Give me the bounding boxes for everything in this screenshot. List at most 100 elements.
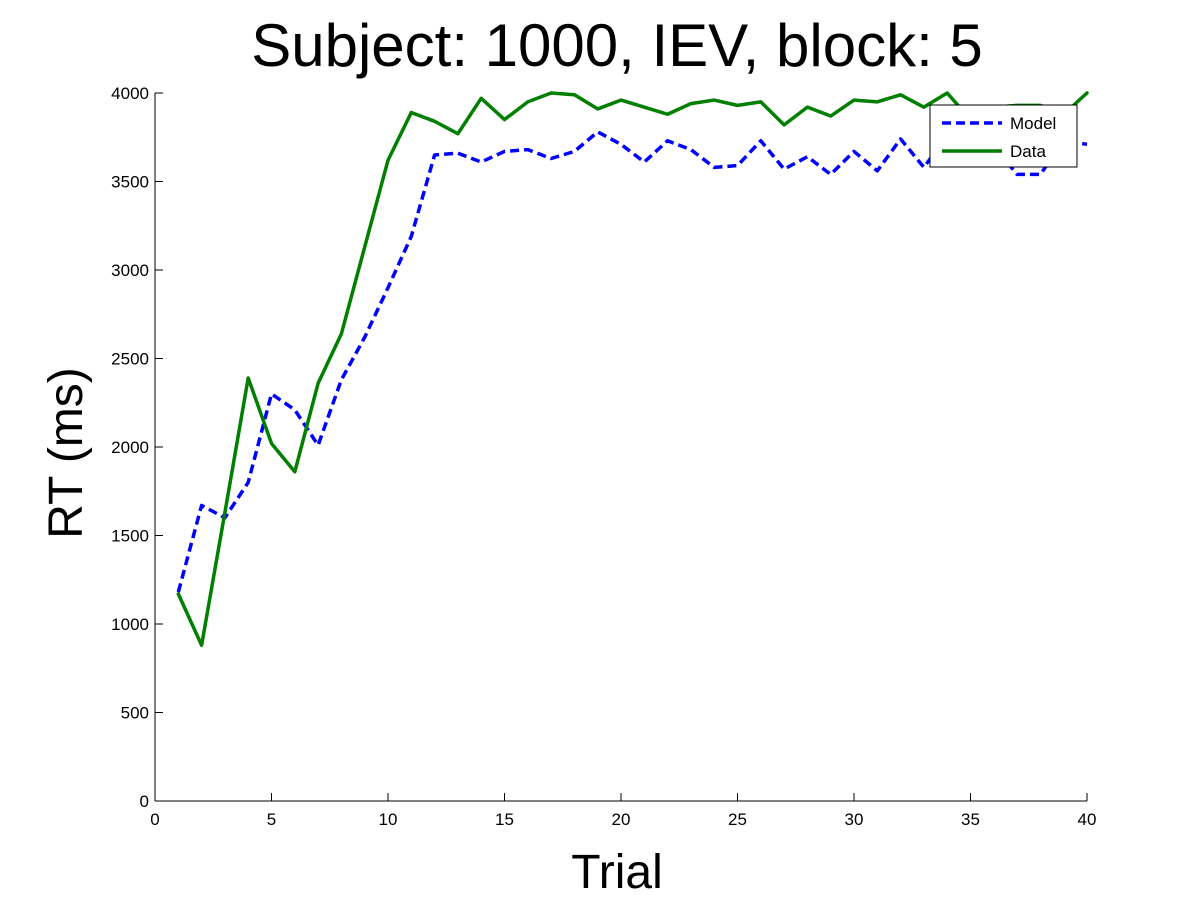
data-point-data (340, 332, 343, 335)
data-point-data (550, 92, 553, 95)
y-tick-label: 3500 (111, 173, 149, 192)
series-data (176, 91, 1089, 647)
legend: Model Data (929, 104, 1078, 168)
data-point-model (1016, 173, 1019, 176)
x-tick-label: 0 (150, 810, 159, 829)
data-point-model (1039, 173, 1042, 176)
data-point-model (713, 166, 716, 169)
data-point-model (806, 155, 809, 158)
data-point-model (340, 378, 343, 381)
x-tick-label: 25 (728, 810, 747, 829)
data-point-model (503, 150, 506, 153)
data-point-model (526, 148, 529, 151)
data-point-data (177, 592, 180, 595)
y-tick-label: 1000 (111, 615, 149, 634)
x-tick-label: 40 (1078, 810, 1097, 829)
data-point-data (806, 106, 809, 109)
data-point-data (620, 99, 623, 102)
data-point-data (759, 100, 762, 103)
data-point-model (620, 143, 623, 146)
x-axis-title: Trial (571, 846, 663, 899)
x-tick-label: 30 (845, 810, 864, 829)
data-point-data (736, 104, 739, 107)
data-point-model (1086, 143, 1089, 146)
series-line-data (176, 91, 1089, 647)
data-point-data (666, 113, 669, 116)
data-point-data (456, 132, 459, 135)
y-tick-label: 2500 (111, 350, 149, 369)
data-point-model (363, 336, 366, 339)
x-tick-label: 10 (379, 810, 398, 829)
data-point-data (946, 92, 949, 95)
data-point-data (829, 115, 832, 118)
x-tick-label: 35 (961, 810, 980, 829)
data-point-model (596, 130, 599, 133)
data-point-data (876, 100, 879, 103)
data-point-data (387, 159, 390, 162)
data-point-model (387, 286, 390, 289)
data-point-data (899, 93, 902, 96)
legend-box (929, 104, 1078, 168)
data-point-data (713, 99, 716, 102)
chart-title: Subject: 1000, IEV, block: 5 (251, 12, 983, 79)
data-point-data (293, 470, 296, 473)
data-point-data (410, 111, 413, 114)
data-point-data (783, 123, 786, 126)
data-point-data (363, 245, 366, 248)
data-point-data (247, 376, 250, 379)
data-point-model (853, 150, 856, 153)
data-point-model (200, 504, 203, 507)
data-point-data (433, 120, 436, 123)
legend-label-model: Model (1010, 114, 1056, 133)
y-tick-label: 1500 (111, 527, 149, 546)
data-point-model (456, 152, 459, 155)
data-point-data (480, 97, 483, 100)
data-point-model (829, 173, 832, 176)
data-point-model (410, 235, 413, 238)
data-point-model (247, 481, 250, 484)
y-tick-label: 0 (140, 792, 149, 811)
x-tick-label: 20 (612, 810, 631, 829)
data-point-model (759, 139, 762, 142)
x-tick-label: 15 (495, 810, 514, 829)
y-tick-label: 500 (121, 704, 149, 723)
data-point-model (270, 392, 273, 395)
data-point-data (503, 118, 506, 121)
data-point-model (433, 153, 436, 156)
plot-area (155, 93, 1087, 801)
data-point-model (317, 444, 320, 447)
legend-label-data: Data (1010, 142, 1046, 161)
data-point-data (526, 100, 529, 103)
data-point-model (643, 161, 646, 164)
y-axis-title: RT (ms) (40, 367, 93, 539)
data-point-data (853, 99, 856, 102)
y-tick-label: 4000 (111, 84, 149, 103)
x-tick-label: 5 (267, 810, 276, 829)
data-point-model (922, 166, 925, 169)
data-point-model (666, 139, 669, 142)
data-point-model (550, 157, 553, 160)
data-point-data (689, 102, 692, 105)
data-point-data (596, 107, 599, 110)
data-point-model (573, 150, 576, 153)
axes: 0 5 10 15 20 25 30 35 40 0 500 1000 1500 2000 2500 3000… (111, 84, 1096, 829)
data-point-data (317, 382, 320, 385)
data-point-model (783, 168, 786, 171)
data-point-model (293, 408, 296, 411)
data-point-model (689, 148, 692, 151)
data-point-data (922, 106, 925, 109)
data-point-data (643, 106, 646, 109)
data-point-model (480, 161, 483, 164)
data-point-data (270, 442, 273, 445)
y-tick-label: 3000 (111, 261, 149, 280)
data-point-data (573, 93, 576, 96)
data-point-model (899, 138, 902, 141)
data-point-model (736, 164, 739, 167)
y-tick-label: 2000 (111, 438, 149, 457)
data-point-data (223, 511, 226, 514)
data-point-data (1086, 92, 1089, 95)
data-point-model (876, 169, 879, 172)
data-point-data (200, 644, 203, 647)
